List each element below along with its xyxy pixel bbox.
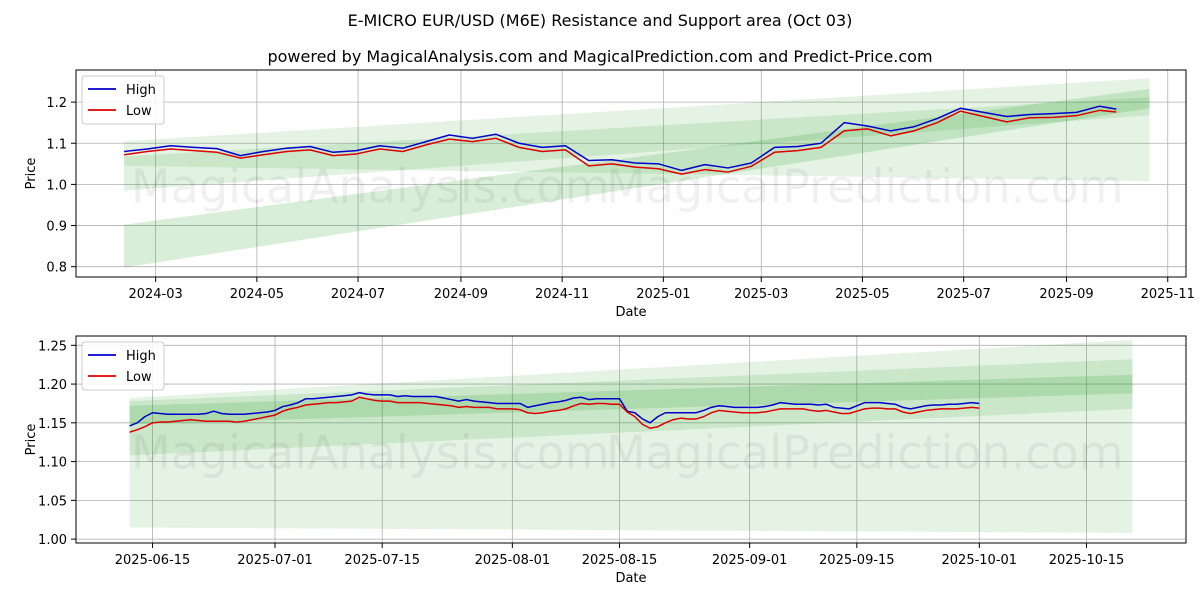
axes-frame (75, 335, 1187, 544)
watermark-left: MagicalAnalysis.com (131, 426, 610, 480)
plot-area (129, 339, 1133, 533)
x-tick-label: 2025-03 (734, 287, 788, 302)
x-tick-label: 2024-07 (331, 287, 385, 302)
legend: High Low (81, 75, 165, 125)
y-tick-label: 1.0 (46, 178, 67, 193)
low-series-line (124, 109, 1117, 175)
x-tick-label: 2025-05 (835, 287, 889, 302)
y-tick-label: 0.9 (46, 220, 67, 235)
x-tick-label: 2025-09 (1039, 287, 1093, 302)
low-series-line (129, 396, 980, 433)
legend-box (81, 75, 165, 125)
chart-subtitle: powered by MagicalAnalysis.com and Magic… (267, 47, 932, 66)
x-axis-label: Date (615, 571, 646, 586)
x-tick-label: 2025-11 (1141, 287, 1195, 302)
support-resistance-band (124, 97, 1150, 191)
support-resistance-band (129, 339, 1133, 533)
y-tick-label: 0.8 (46, 261, 67, 276)
x-tick-label: 2025-09-15 (819, 553, 895, 568)
high-series-line (124, 105, 1117, 172)
y-tick-label: 1.25 (38, 339, 67, 354)
x-tick-label: 2024-09 (434, 287, 488, 302)
watermark-right: MagicalPrediction.com (606, 160, 1124, 214)
legend-box (81, 341, 165, 391)
x-tick-label: 2025-07 (937, 287, 991, 302)
legend: High Low (81, 341, 165, 391)
legend-label-low: Low (126, 104, 152, 119)
y-tick-label: 1.1 (46, 137, 67, 152)
x-tick-label: 2025-10-01 (942, 553, 1018, 568)
x-tick-label: 2024-11 (535, 287, 589, 302)
x-axis-label: Date (615, 305, 646, 320)
support-resistance-band (124, 78, 1150, 182)
y-tick-label: 1.10 (38, 456, 67, 471)
bottom-chart-panel: MagicalAnalysis.comMagicalPrediction.com… (24, 335, 1187, 586)
plot-area (124, 78, 1150, 268)
axes-frame (75, 69, 1187, 278)
legend-label-high: High (126, 349, 156, 364)
chart-title: E-MICRO EUR/USD (M6E) Resistance and Sup… (348, 11, 853, 30)
y-tick-label: 1.20 (38, 378, 67, 393)
support-resistance-band (129, 359, 1133, 456)
x-tick-label: 2025-06-15 (115, 553, 191, 568)
x-tick-label: 2025-08-15 (582, 553, 658, 568)
support-resistance-band (129, 374, 1133, 425)
x-tick-label: 2024-05 (230, 287, 284, 302)
support-resistance-band (124, 88, 1150, 268)
y-tick-label: 1.2 (46, 96, 67, 111)
y-axis-label: Price (24, 424, 39, 456)
legend-label-high: High (126, 83, 156, 98)
x-tick-label: 2025-07-15 (344, 553, 420, 568)
legend-label-low: Low (126, 370, 152, 385)
watermark-right: MagicalPrediction.com (606, 426, 1124, 480)
x-tick-label: 2024-03 (128, 287, 182, 302)
y-axis-label: Price (24, 158, 39, 190)
x-tick-label: 2025-01 (636, 287, 690, 302)
y-tick-label: 1.05 (38, 494, 67, 509)
y-tick-label: 1.15 (38, 417, 67, 432)
x-tick-label: 2025-08-01 (475, 553, 551, 568)
x-tick-label: 2025-10-15 (1049, 553, 1125, 568)
x-tick-label: 2025-07-01 (237, 553, 313, 568)
watermark-left: MagicalAnalysis.com (131, 160, 610, 214)
high-series-line (129, 391, 980, 427)
top-chart-panel: MagicalAnalysis.comMagicalPrediction.com… (24, 69, 1195, 320)
x-tick-label: 2025-09-01 (712, 553, 788, 568)
y-tick-label: 1.00 (38, 533, 67, 548)
